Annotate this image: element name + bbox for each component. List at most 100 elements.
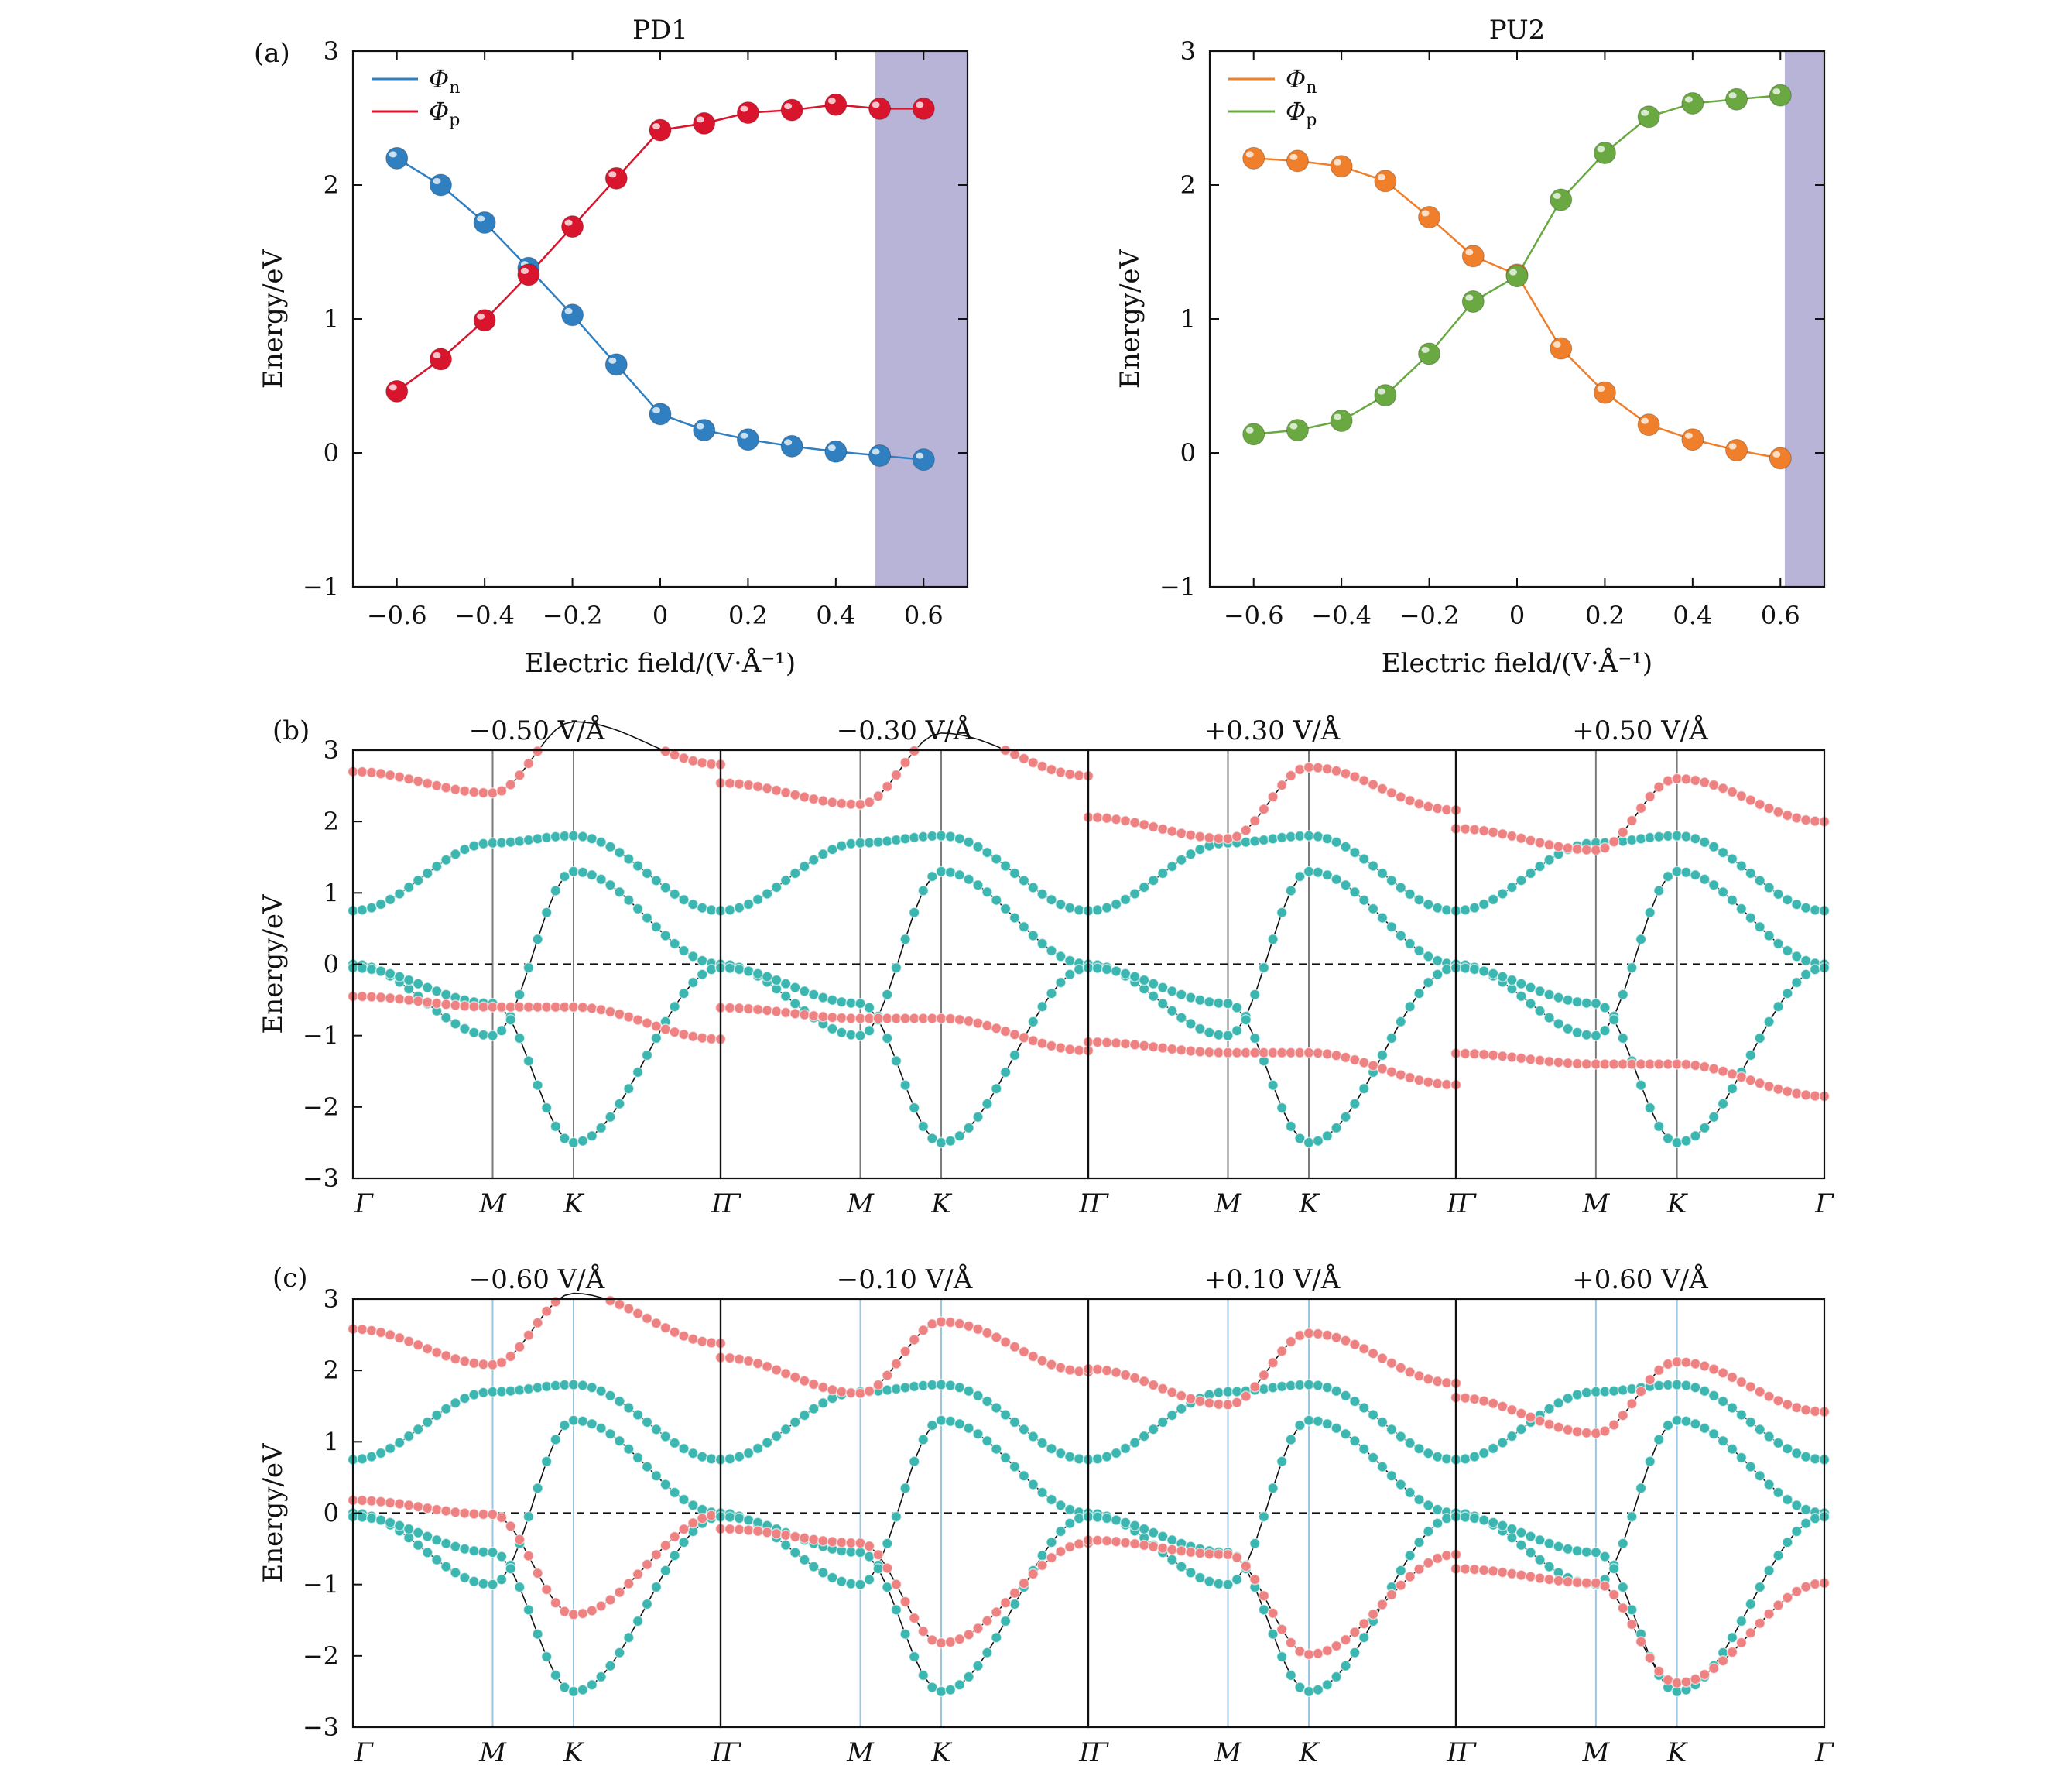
band-point [1534,1572,1546,1584]
band-point [1671,1136,1683,1149]
band-point [999,1452,1012,1464]
band-point [1432,1503,1444,1516]
band-point [1404,1550,1416,1562]
band-point [908,1102,920,1114]
band-point [1046,1536,1057,1548]
band-point [431,780,443,791]
x-tick-label: 0.2 [1585,601,1625,630]
band-point [1258,1590,1270,1602]
band-point [1128,1520,1141,1531]
band-point [1046,1551,1057,1564]
band-point [1745,1049,1757,1061]
band-point [1690,1358,1701,1370]
data-point-highlight [696,423,704,430]
data-point [1242,146,1265,170]
band-point [1258,1510,1270,1523]
band-point [1791,1088,1803,1099]
data-point-highlight [1509,269,1517,276]
band-point [752,1003,764,1016]
band-point [550,1597,562,1609]
band-point [1176,854,1187,866]
band-point [1745,1381,1757,1393]
band-point [641,912,653,924]
y-tick-label: 1 [324,1427,339,1456]
band-point [1497,1050,1509,1062]
band-point [1468,1048,1481,1060]
band-point [1340,1660,1351,1672]
y-tick-label: 1 [1180,304,1196,334]
band-point [1331,765,1342,777]
band-point [935,1637,947,1649]
band-point [1404,888,1416,900]
k-point-label: K [1298,1188,1320,1219]
band-point [550,1120,562,1133]
band-point [1726,1082,1738,1095]
band-point [1432,803,1444,814]
band-point [972,1017,984,1029]
band-point [1800,814,1812,826]
band-point [1147,990,1159,1003]
data-point-highlight [827,98,836,105]
band-point [1222,833,1234,845]
band-point [817,1397,829,1409]
band-point [1101,1451,1113,1462]
subplot-title: +0.60 V/Å [1572,1263,1708,1295]
band-point [1376,912,1389,924]
band-point [1101,963,1113,975]
data-point [780,434,803,458]
band-point [412,1500,424,1513]
band-point [1608,1013,1620,1026]
k-point-label: Γ [354,1188,374,1219]
band-point [1349,1627,1361,1638]
band-point [1506,1404,1518,1416]
band-point [899,1596,911,1608]
chart-title: PD1 [632,15,688,46]
band-point [991,894,1002,906]
band-point [1395,882,1407,893]
band-point [1009,1416,1021,1428]
band-point [1608,836,1620,848]
band-point [854,997,866,1010]
band-point [678,1028,690,1040]
band-point [705,1453,717,1465]
x-tick-label: −0.4 [454,601,515,630]
band-point [495,1574,508,1586]
band-point [1468,1563,1481,1575]
band-point [1349,1647,1361,1658]
band-point [1258,1383,1270,1395]
band-point [1653,1364,1665,1376]
band-point [1726,853,1738,865]
band-point [540,1651,553,1663]
band-point [733,1524,745,1535]
band-point [799,860,810,873]
band-point [1581,1427,1593,1439]
band-point [1119,814,1132,827]
band-point [1763,1479,1775,1490]
data-point [385,379,409,403]
band-point [1423,951,1434,962]
data-point-highlight [1334,159,1342,166]
band-point [1046,1359,1057,1370]
band-point [1176,1044,1187,1056]
band-point [1036,760,1048,773]
band-point [845,838,857,850]
data-point [1330,155,1353,178]
band-point [614,1435,625,1447]
band-point [1617,1032,1629,1044]
band-point [972,879,984,891]
band-point [1459,1511,1471,1523]
band-point [422,996,433,1008]
band-point [586,869,598,881]
band-point [1413,893,1425,906]
band-point [1525,1054,1536,1065]
band-point [1091,962,1104,974]
band-point [1800,1581,1812,1592]
band-point [1138,1523,1150,1535]
subplot-title: −0.10 V/Å [837,1263,973,1295]
band-point [1119,1517,1132,1528]
band-point [899,1483,911,1494]
band-point [1157,867,1169,879]
band-point [1809,964,1821,975]
band-point [1525,982,1536,993]
band-point [1055,766,1067,778]
